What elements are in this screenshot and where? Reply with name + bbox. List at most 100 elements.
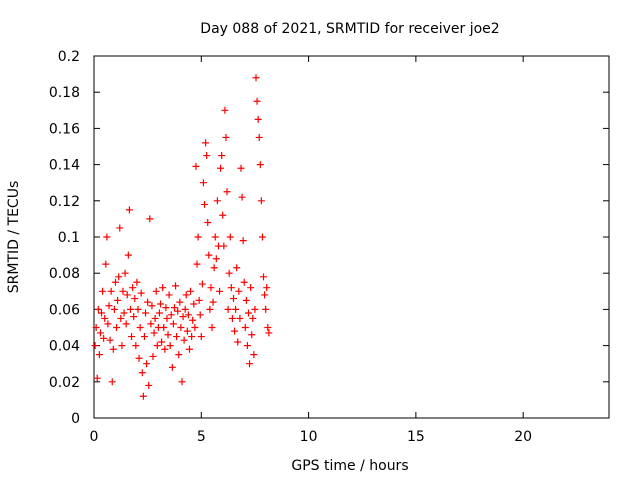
data-point [181, 305, 189, 313]
data-point [153, 342, 161, 350]
data-point [167, 311, 175, 319]
data-point [206, 305, 214, 313]
data-point [146, 215, 154, 223]
data-point [202, 139, 210, 147]
data-point [243, 342, 251, 350]
data-point [218, 152, 226, 160]
data-point [254, 115, 262, 123]
data-point [257, 197, 265, 205]
x-tick-label: 0 [90, 429, 99, 445]
data-point [102, 260, 110, 268]
data-point [231, 327, 239, 335]
data-point [162, 304, 170, 312]
data-point [172, 282, 180, 290]
data-point [169, 320, 177, 328]
data-point [213, 197, 221, 205]
data-point [188, 333, 196, 341]
data-point [111, 278, 119, 286]
data-point [235, 287, 243, 295]
data-point [142, 309, 149, 317]
data-point [152, 287, 160, 295]
data-point [148, 302, 156, 310]
data-point [170, 304, 178, 312]
data-point [251, 305, 259, 313]
data-point [164, 331, 172, 339]
data-point [95, 351, 103, 359]
data-point [176, 298, 184, 306]
data-point [196, 311, 204, 319]
data-point [165, 291, 173, 299]
data-point [234, 338, 242, 346]
data-point [232, 305, 240, 313]
data-point [184, 311, 192, 319]
data-point [264, 324, 272, 331]
data-point [168, 363, 176, 371]
x-tick-label: 20 [514, 429, 532, 445]
y-tick-label: 0.12 [49, 194, 80, 210]
data-point [250, 351, 258, 359]
data-point [147, 320, 155, 328]
data-point [190, 300, 198, 308]
data-point [240, 278, 248, 286]
data-point [114, 296, 122, 304]
data-point [109, 345, 117, 353]
x-axis-label: GPS time / hours [291, 458, 408, 474]
data-point [93, 374, 101, 382]
data-point [194, 233, 202, 241]
data-point [180, 336, 188, 344]
data-point [227, 284, 235, 292]
data-point [245, 309, 252, 317]
data-point [132, 342, 140, 350]
data-point [113, 324, 121, 331]
y-tick-label: 0.04 [49, 339, 80, 355]
data-point [253, 97, 261, 105]
data-point [233, 264, 241, 272]
data-point [144, 298, 152, 306]
data-point [175, 351, 183, 359]
data-point [107, 287, 115, 295]
data-point [105, 302, 113, 310]
y-tick-label: 0.02 [49, 375, 80, 391]
data-point [203, 152, 211, 160]
data-point [193, 260, 201, 268]
y-tick-label: 0.08 [49, 266, 80, 282]
data-point [123, 291, 131, 299]
y-tick-label: 0 [71, 411, 80, 427]
y-tick-label: 0.06 [49, 302, 80, 318]
y-tick-label: 0.16 [49, 121, 80, 137]
data-point [177, 324, 185, 331]
y-tick-label: 0.14 [49, 158, 80, 174]
data-point [223, 188, 231, 196]
data-point [134, 305, 142, 313]
data-point [128, 333, 136, 341]
data-point [182, 291, 190, 299]
data-point [260, 273, 268, 281]
data-point [138, 369, 146, 377]
data-point [133, 278, 141, 286]
data-point [106, 336, 114, 344]
data-point [137, 289, 145, 297]
data-point [224, 305, 232, 313]
data-point [219, 211, 227, 219]
data-point [143, 360, 151, 368]
data-point [189, 316, 197, 324]
data-point [120, 309, 128, 317]
data-point [248, 331, 256, 339]
data-point [108, 378, 116, 386]
y-tick-label: 0.2 [58, 49, 80, 65]
data-point [208, 324, 216, 331]
axes: 0 5 10 15 20 0 0.02 0.04 0.06 0.08 0.1 0.12 0.14 0.16… [49, 49, 610, 445]
data-point [199, 179, 207, 187]
data-point [173, 333, 181, 341]
data-point [160, 324, 168, 331]
data-point [149, 352, 157, 360]
data-point [159, 284, 167, 292]
data-point [217, 164, 225, 172]
data-point [126, 305, 134, 313]
data-point [174, 307, 182, 315]
data-point [265, 329, 273, 337]
y-tick-label: 0.1 [58, 230, 80, 246]
data-point [197, 333, 205, 341]
